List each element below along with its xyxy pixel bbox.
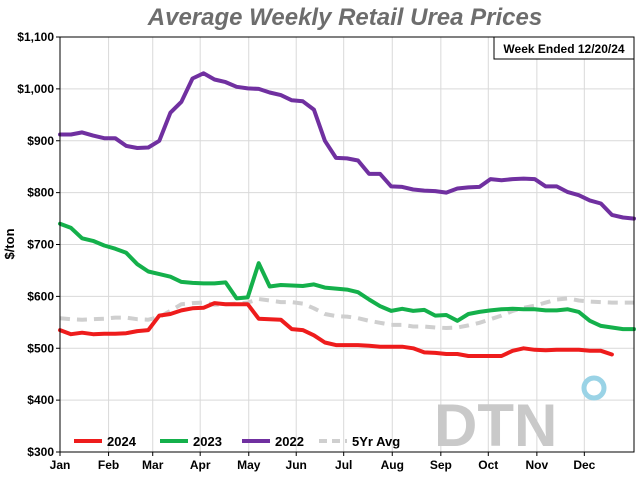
y-tick-label: $500	[27, 341, 54, 355]
series-line-5yr-avg	[59, 296, 634, 330]
gridlines	[59, 36, 634, 453]
x-tick-label: Nov	[526, 458, 549, 472]
x-tick-label: Jun	[286, 458, 307, 472]
legend-label-2024: 2024	[107, 434, 137, 449]
x-tick-label: May	[237, 458, 261, 472]
x-tick-label: Sep	[430, 458, 452, 472]
week-ended-label: Week Ended 12/20/24	[503, 42, 625, 56]
y-tick-label: $400	[27, 393, 54, 407]
legend-label-5yr-avg: 5Yr Avg	[352, 434, 400, 449]
y-tick-label: $900	[27, 134, 54, 148]
chart-title: Average Weekly Retail Urea Prices	[147, 4, 542, 31]
x-tick-label: Oct	[478, 458, 498, 472]
dtn-watermark: DTN	[434, 392, 557, 459]
y-tick-label: $300	[27, 445, 54, 459]
y-axis-ticks: $300 $400 $500 $600 $700 $800 $900 $1,000 $1,100	[17, 30, 60, 459]
series-line-2022	[58, 71, 636, 221]
x-tick-label: Mar	[142, 458, 164, 472]
x-tick-label: Feb	[98, 458, 119, 472]
week-ended-annotation: Week Ended 12/20/24	[493, 36, 635, 60]
series-line-2024	[58, 301, 614, 358]
x-tick-label: Dec	[573, 458, 595, 472]
y-tick-label: $700	[27, 238, 54, 252]
y-tick-label: $1,100	[17, 30, 54, 44]
legend-label-2022: 2022	[275, 434, 304, 449]
y-tick-label: $800	[27, 186, 54, 200]
y-tick-label: $600	[27, 289, 54, 303]
x-axis-ticks: Jan Feb Mar Apr May Jun Jul Aug Sep Oct Nov Dec	[50, 452, 596, 472]
legend-label-2023: 2023	[193, 434, 222, 449]
y-axis-label: $/ton	[2, 228, 17, 259]
x-tick-label: Aug	[381, 458, 404, 472]
x-tick-label: Jul	[335, 458, 352, 472]
x-tick-label: Jan	[50, 458, 71, 472]
y-tick-label: $1,000	[17, 82, 54, 96]
x-tick-label: Apr	[190, 458, 211, 472]
series-line-2023	[58, 221, 636, 332]
series-lines	[58, 71, 636, 358]
dtn-logo-dot-icon	[581, 375, 607, 401]
legend: 2024 2023 2022 5Yr Avg	[74, 434, 400, 449]
